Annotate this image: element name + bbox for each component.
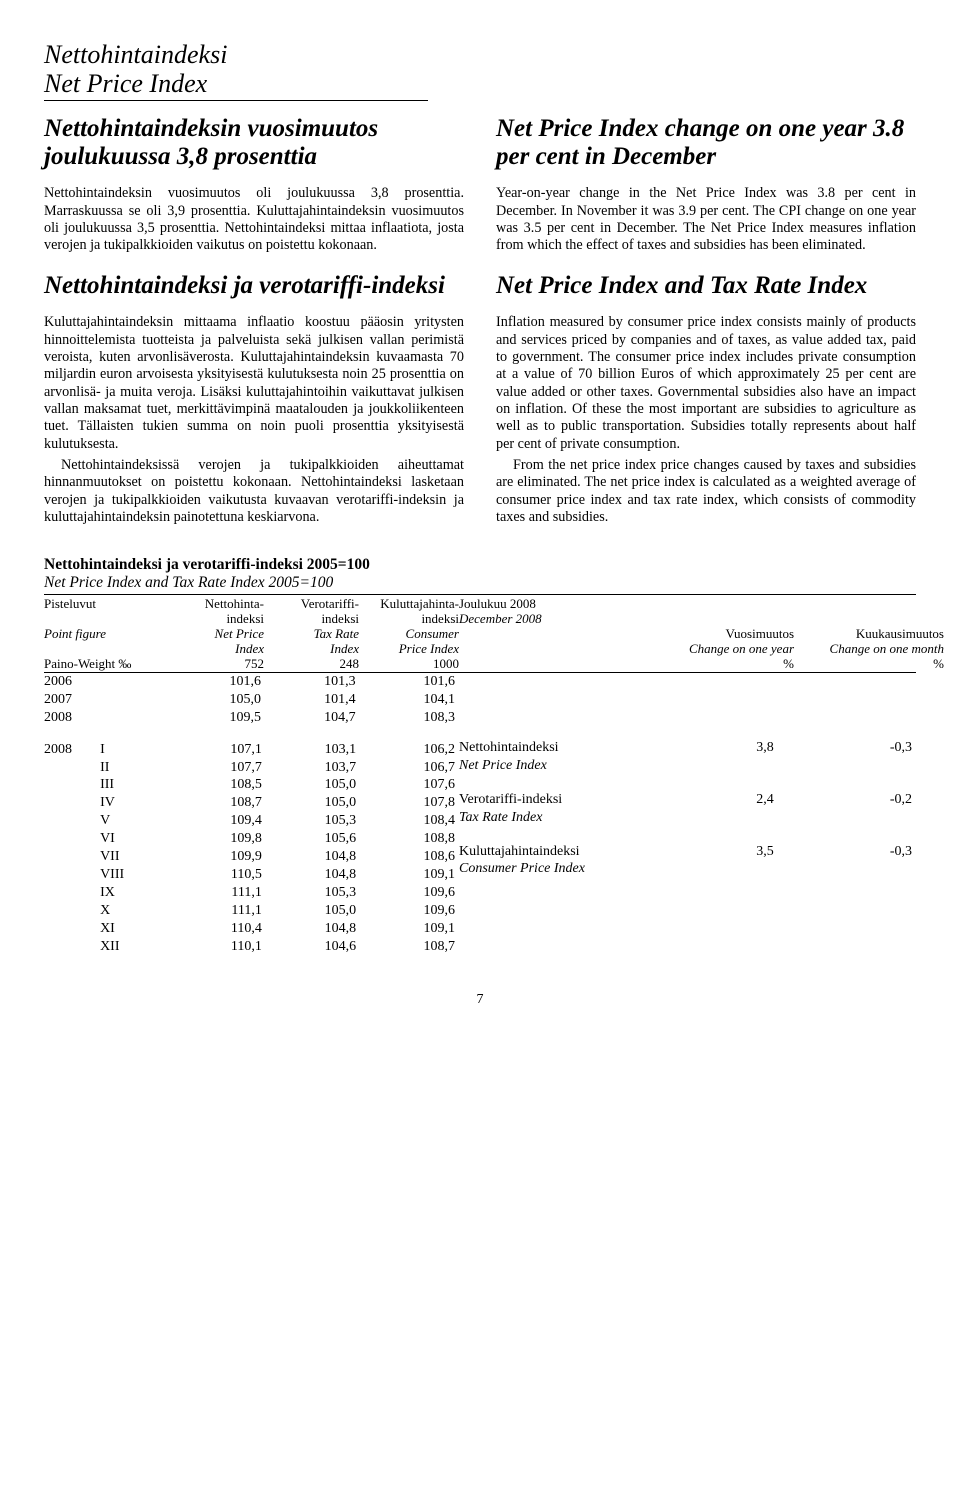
monthly-table: 2008I107,1103,1106,2II107,7103,7106,7III… [44,741,459,956]
table-row: VI109,8105,6108,8 [44,830,459,848]
table-row: Nettohintaindeksi3,8-0,3 [459,739,916,757]
left-column: Nettohintaindeksin vuosimuutos joulukuus… [44,115,464,530]
right-column: Net Price Index change on one year 3.8 p… [496,115,916,530]
hdr-col-1: Nettohinta- indeksi Net Price Index 752 [164,597,264,672]
index-table: Nettohintaindeksi ja verotariffi-indeksi… [44,556,916,955]
table-row: IV108,7105,0107,8 [44,794,459,812]
table-row: Verotariffi-indeksi2,4-0,2 [459,791,916,809]
table-row: III108,5105,0107,6 [44,776,459,794]
left-p2: Kuluttajahintaindeksin mittaama inflaati… [44,314,464,453]
right-subhead: Net Price Index and Tax Rate Index [496,272,916,300]
doc-title-en: Net Price Index [44,69,428,98]
table-row: IX111,1105,3109,6 [44,884,459,902]
hdr-right-0: Joulukuu 2008 December 2008 [459,597,634,672]
table-title: Nettohintaindeksi ja verotariffi-indeksi… [44,556,916,574]
left-p1: Nettohintaindeksin vuosimuutos oli joulu… [44,185,464,254]
table-row: Consumer Price Index [459,860,916,878]
table-row: Kuluttajahintaindeksi3,5-0,3 [459,843,916,861]
table-row: 2007105,0101,4104,1 [44,691,459,709]
changes-table: Nettohintaindeksi3,8-0,3Net Price Index V… [459,739,916,878]
document-header: Nettohintaindeksi Net Price Index [44,40,916,101]
annual-table: 2006101,6101,3101,62007105,0101,4104,120… [44,673,459,727]
right-p2: Inflation measured by consumer price ind… [496,314,916,453]
table-header-row: Pisteluvut Point figure Paino-Weight ‰ N… [44,597,916,673]
hdr-col-2: Verotariffi- indeksi Tax Rate Index 248 [264,597,359,672]
table-subtitle: Net Price Index and Tax Rate Index 2005=… [44,574,916,595]
right-p1: Year-on-year change in the Net Price Ind… [496,185,916,254]
table-row: V109,4105,3108,4 [44,812,459,830]
table-row: Net Price Index [459,757,916,775]
table-row: VIII110,5104,8109,1 [44,866,459,884]
table-row: 2006101,6101,3101,6 [44,673,459,691]
hdr-col-0: Pisteluvut Point figure Paino-Weight ‰ [44,597,164,672]
table-row: VII109,9104,8108,6 [44,848,459,866]
hdr-col-3: Kuluttajahinta- indeksi Consumer Price I… [359,597,459,672]
hdr-right-2: Kuukausimuutos Change on one month % [794,597,944,672]
hdr-right-1: Vuosimuutos Change on one year % [634,597,794,672]
left-heading: Nettohintaindeksin vuosimuutos joulukuus… [44,115,464,171]
table-row: XI110,4104,8109,1 [44,920,459,938]
two-column-body: Nettohintaindeksin vuosimuutos joulukuus… [44,115,916,530]
table-row: 2008I107,1103,1106,2 [44,741,459,759]
left-p3: Nettohintaindeksissä verojen ja tukipalk… [44,457,464,526]
right-p3: From the net price index price changes c… [496,457,916,526]
table-row: X111,1105,0109,6 [44,902,459,920]
right-heading: Net Price Index change on one year 3.8 p… [496,115,916,171]
doc-title-fi: Nettohintaindeksi [44,40,428,69]
table-row: 2008109,5104,7108,3 [44,709,459,727]
table-row: XII110,1104,6108,7 [44,938,459,956]
table-row: Tax Rate Index [459,809,916,827]
left-subhead: Nettohintaindeksi ja verotariffi-indeksi [44,272,464,300]
page-number: 7 [44,992,916,1008]
table-row: II107,7103,7106,7 [44,759,459,777]
